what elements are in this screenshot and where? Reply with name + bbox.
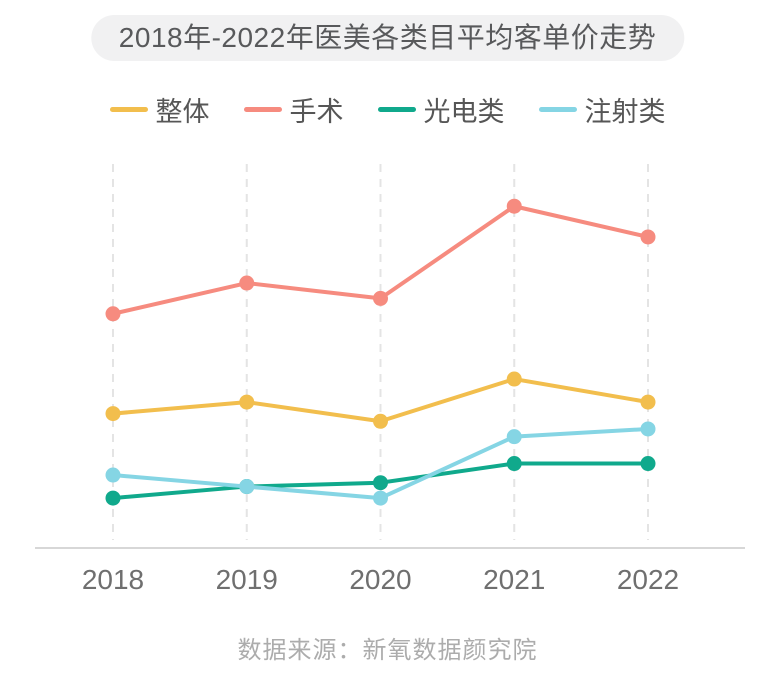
- legend-label: 注射类: [584, 97, 666, 127]
- series-point-injection-2019: [239, 479, 255, 495]
- series-point-overall-2018: [105, 406, 121, 422]
- series-point-overall-2022: [640, 394, 656, 410]
- series-point-surgery-2022: [640, 229, 656, 245]
- series-point-photoelectric-2018: [105, 490, 121, 506]
- x-axis-label: 2021: [483, 564, 545, 595]
- x-axis-label: 2022: [617, 564, 679, 595]
- series-point-surgery-2019: [239, 275, 255, 291]
- chart-title: 2018年-2022年医美各类目平均客单价走势: [118, 22, 657, 53]
- x-axis-label: 2019: [216, 564, 278, 595]
- legend-swatch-surgery: [243, 107, 282, 112]
- data-source-caption: 数据来源：新氧数据颜究院: [237, 637, 538, 664]
- x-axis-label: 2020: [349, 564, 411, 595]
- legend-label: 手术: [289, 97, 344, 127]
- x-axis-label: 2018: [82, 564, 144, 595]
- legend-item-surgery: 手术: [243, 90, 344, 129]
- series-point-surgery-2018: [105, 306, 121, 322]
- series-point-photoelectric-2021: [506, 456, 522, 472]
- legend-label: 整体: [155, 97, 210, 127]
- legend-label: 光电类: [423, 97, 505, 127]
- legend-item-injection: 注射类: [538, 90, 666, 129]
- legend-item-photoelectric: 光电类: [377, 90, 505, 129]
- series-point-injection-2022: [640, 421, 656, 437]
- legend-item-overall: 整体: [109, 90, 210, 129]
- chart-legend: 整体 手术 光电类 注射类: [0, 90, 775, 129]
- series-point-injection-2018: [105, 467, 121, 483]
- series-point-overall-2020: [373, 413, 388, 429]
- series-point-injection-2021: [506, 429, 522, 445]
- series-point-surgery-2021: [506, 198, 522, 214]
- legend-swatch-injection: [538, 107, 577, 112]
- chart-title-pill: 2018年-2022年医美各类目平均客单价走势: [90, 15, 685, 61]
- series-point-photoelectric-2020: [373, 475, 388, 491]
- series-point-surgery-2020: [373, 290, 388, 306]
- series-point-overall-2019: [239, 394, 255, 410]
- series-point-overall-2021: [506, 371, 522, 387]
- legend-swatch-photoelectric: [377, 107, 416, 112]
- legend-swatch-overall: [109, 107, 148, 112]
- chart-svg: 2018 2019 2020 2021 2022: [35, 164, 745, 595]
- series-point-injection-2020: [373, 490, 388, 506]
- series-point-photoelectric-2022: [640, 456, 656, 472]
